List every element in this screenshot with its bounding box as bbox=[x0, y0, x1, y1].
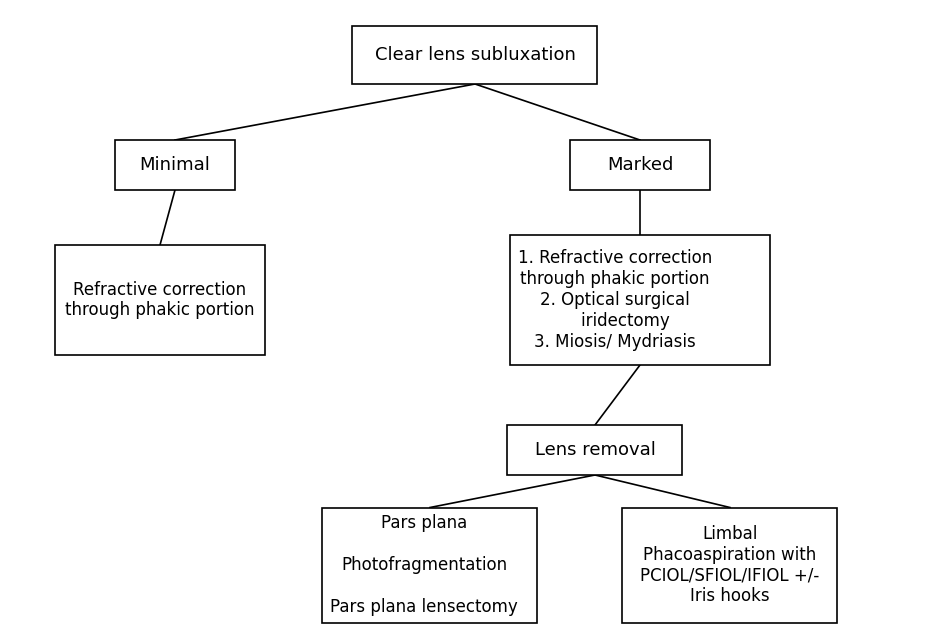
FancyBboxPatch shape bbox=[115, 140, 235, 190]
Text: 1. Refractive correction
through phakic portion
2. Optical surgical
    iridecto: 1. Refractive correction through phakic … bbox=[518, 249, 713, 351]
Text: Minimal: Minimal bbox=[140, 156, 211, 174]
Text: Limbal
Phacoaspiration with
PCIOL/SFIOL/IFIOL +/-
Iris hooks: Limbal Phacoaspiration with PCIOL/SFIOL/… bbox=[641, 525, 820, 605]
FancyBboxPatch shape bbox=[352, 26, 598, 84]
FancyBboxPatch shape bbox=[55, 245, 265, 355]
FancyBboxPatch shape bbox=[570, 140, 710, 190]
FancyBboxPatch shape bbox=[323, 508, 537, 622]
FancyBboxPatch shape bbox=[623, 508, 838, 622]
FancyBboxPatch shape bbox=[508, 425, 682, 475]
Text: Clear lens subluxation: Clear lens subluxation bbox=[375, 46, 575, 64]
Text: Marked: Marked bbox=[606, 156, 673, 174]
Text: Refractive correction
through phakic portion: Refractive correction through phakic por… bbox=[65, 280, 254, 319]
FancyBboxPatch shape bbox=[510, 235, 770, 365]
Text: Lens removal: Lens removal bbox=[534, 441, 656, 459]
Text: Pars plana

Photofragmentation

Pars plana lensectomy: Pars plana Photofragmentation Pars plana… bbox=[330, 515, 518, 616]
